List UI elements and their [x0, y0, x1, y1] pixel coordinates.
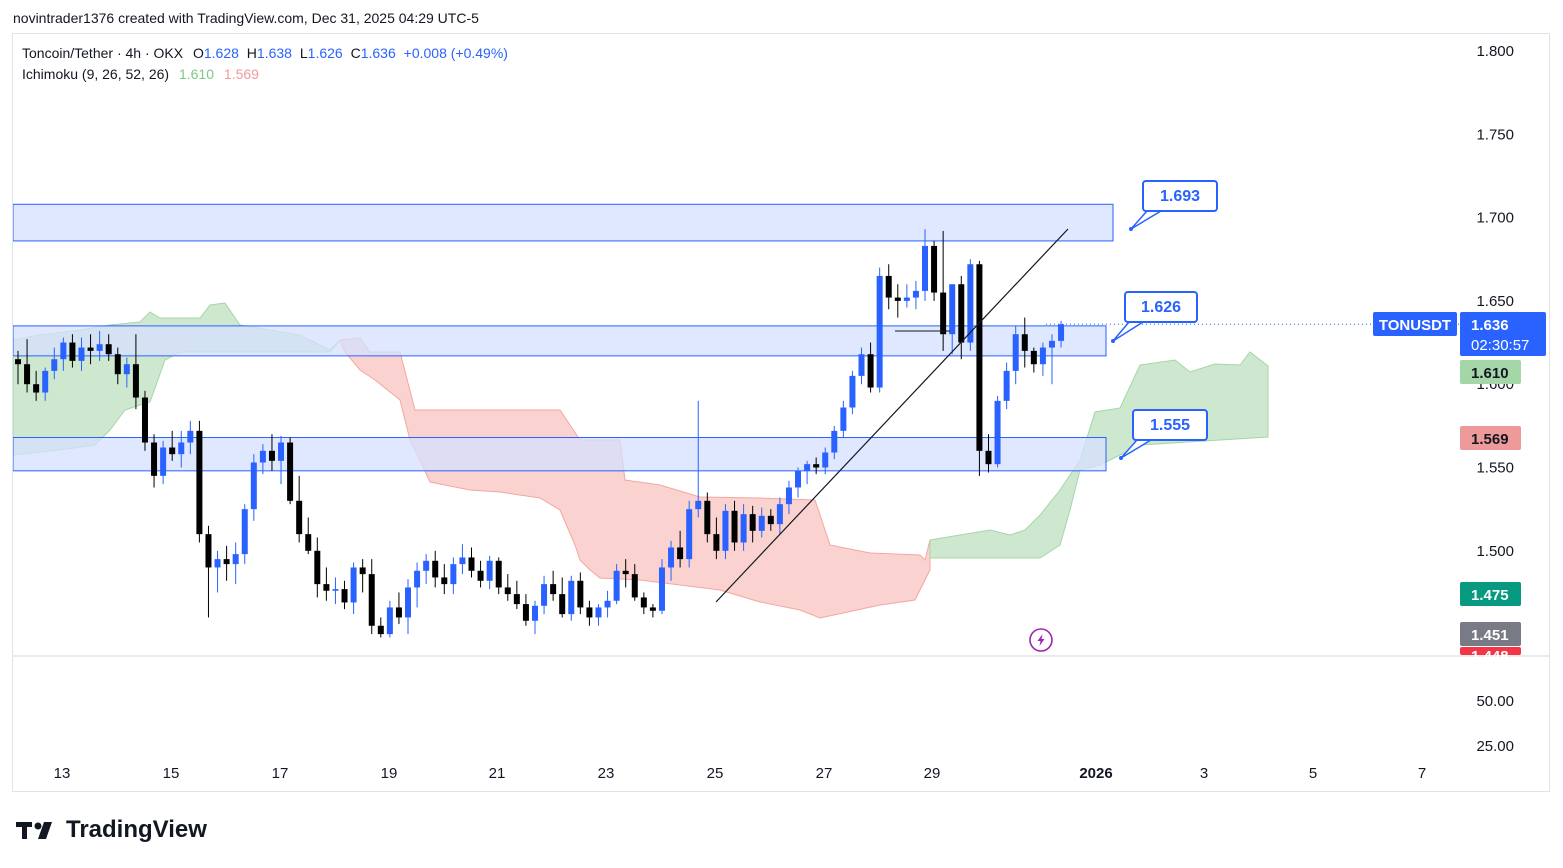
low-value: 1.626: [307, 45, 343, 61]
tradingview-mark-icon: [16, 822, 52, 839]
ichimoku-span-b-value: 1.569: [223, 66, 259, 82]
chart-frame[interactable]: [12, 33, 1550, 792]
ichimoku-span-a-value: 1.610: [178, 66, 215, 82]
high-value: 1.638: [256, 45, 292, 61]
high-label: H: [246, 45, 257, 61]
low-label: L: [299, 45, 308, 61]
close-value: 1.636: [360, 45, 396, 61]
symbol-line: Toncoin/Tether · 4h · OKX: [22, 45, 184, 61]
tradingview-logo[interactable]: TradingView: [16, 816, 207, 844]
brand-name: TradingView: [66, 816, 207, 843]
open-label: O: [192, 45, 204, 61]
created-line: novintrader1376 created with TradingView…: [13, 10, 479, 26]
ichimoku-label: Ichimoku (9, 26, 52, 26): [22, 66, 170, 82]
change-value: +0.008 (+0.49%): [403, 45, 508, 61]
symbol-legend[interactable]: Toncoin/Tether · 4h · OKX O1.628 H1.638 …: [22, 45, 508, 61]
open-value: 1.628: [203, 45, 239, 61]
close-label: C: [350, 45, 361, 61]
indicator-legend[interactable]: Ichimoku (9, 26, 52, 26) 1.610 1.569: [22, 66, 259, 82]
